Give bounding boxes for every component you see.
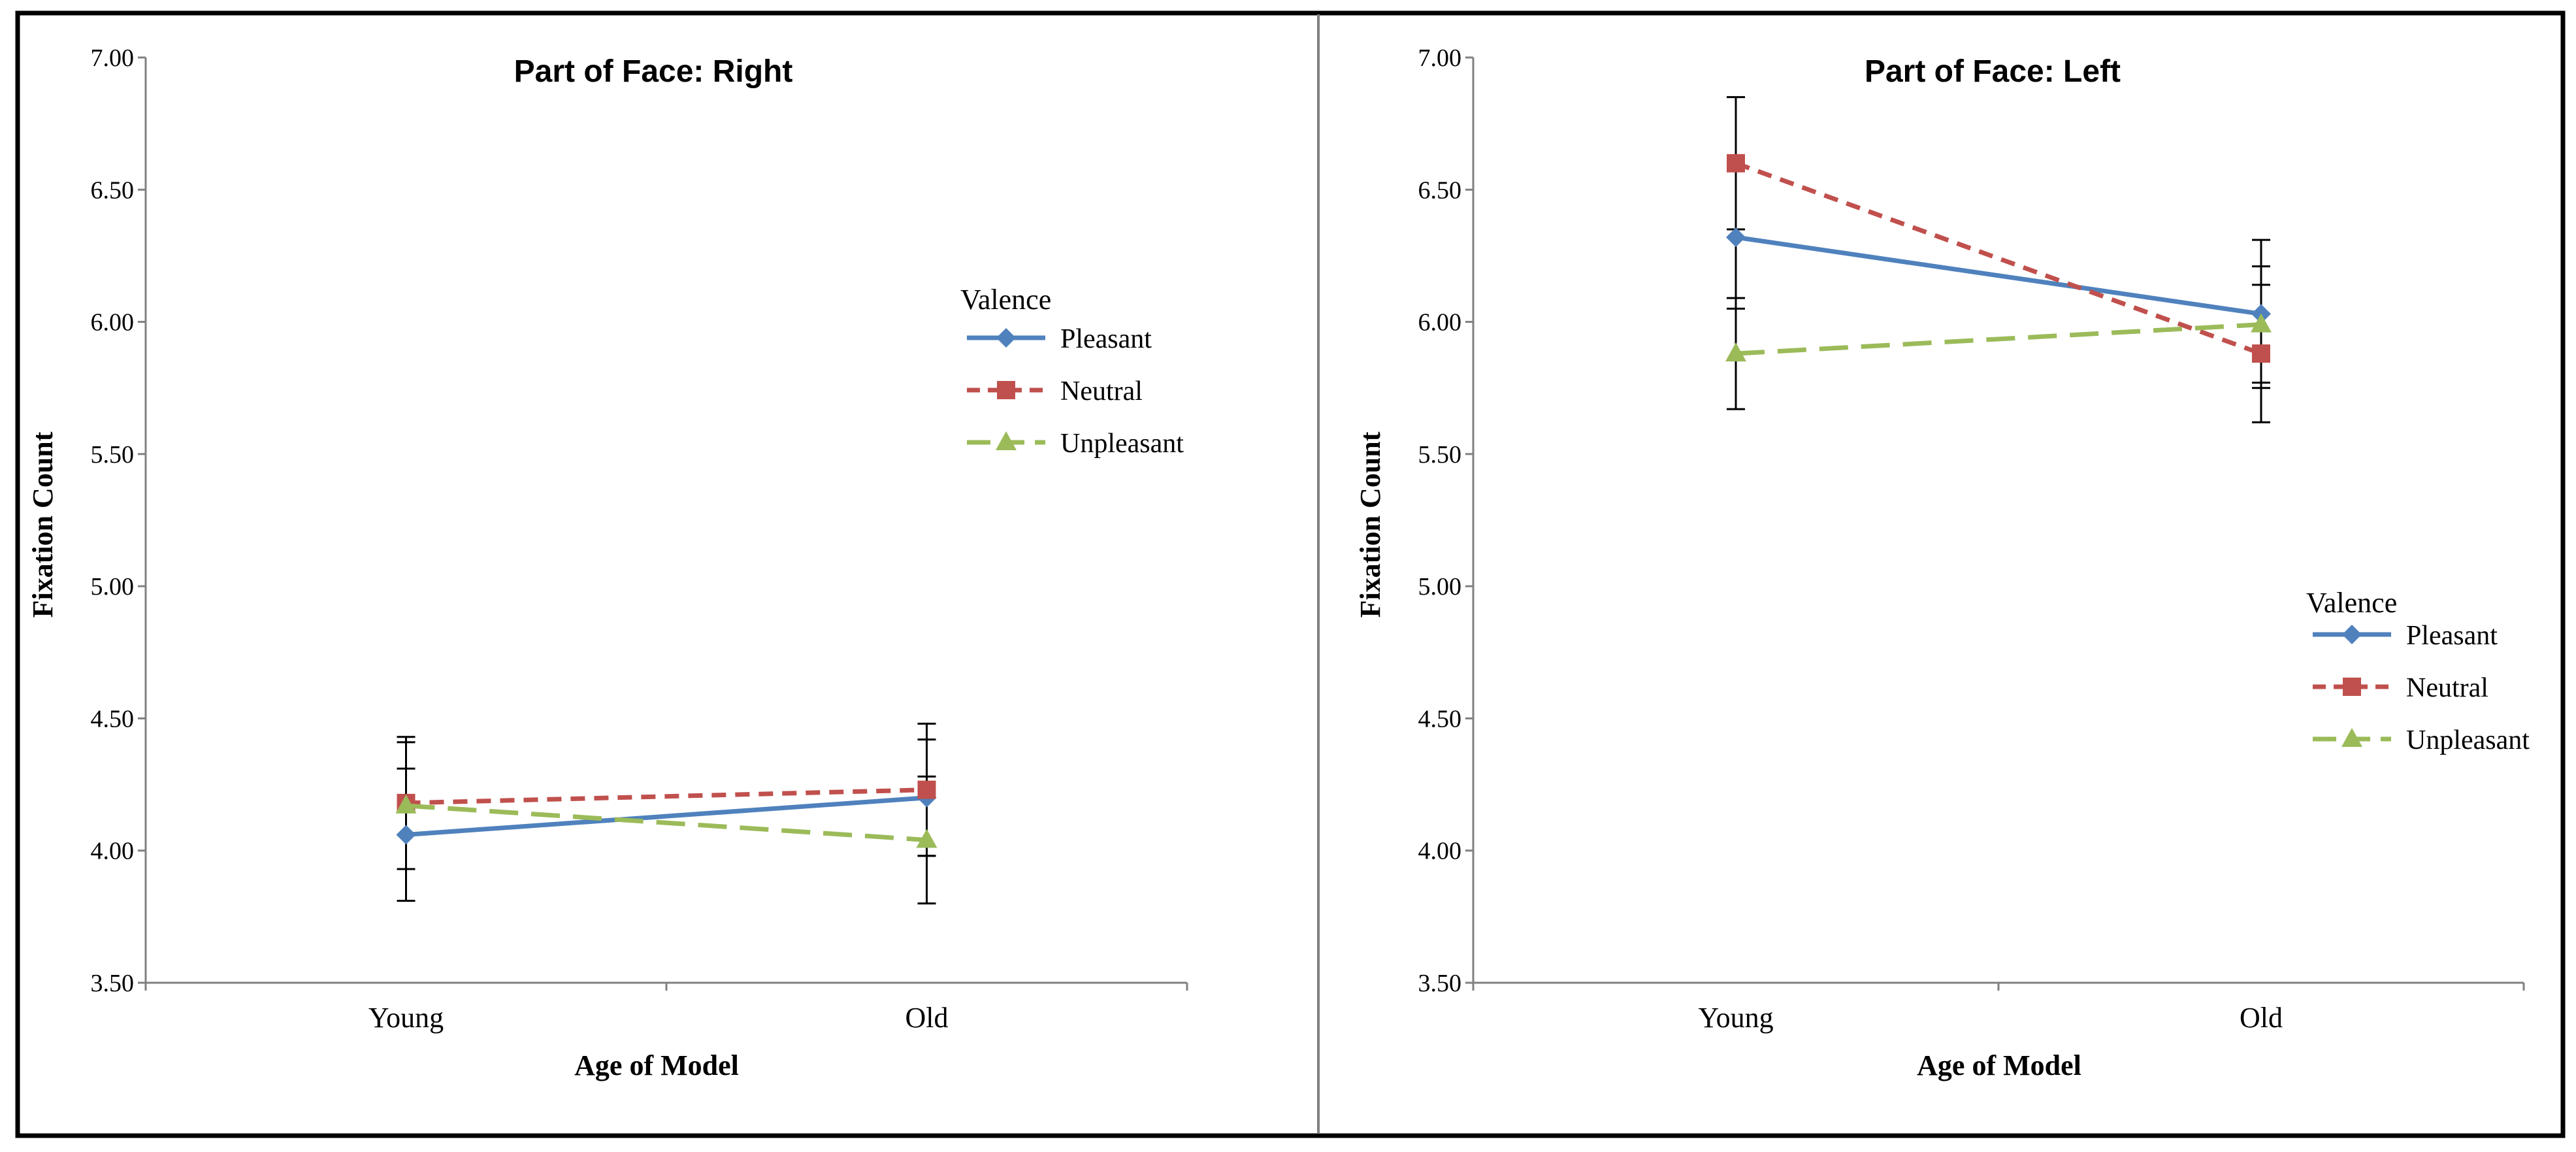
y-tick-label: 5.00 <box>1418 573 1462 601</box>
y-tick-label: 4.00 <box>91 838 135 865</box>
data-point-pleasant <box>396 825 416 845</box>
y-tick-label: 6.50 <box>91 176 135 204</box>
series-line-pleasant <box>1735 235 2262 316</box>
y-tick-label: 4.50 <box>1418 705 1462 732</box>
legend-marker-sample <box>2341 728 2362 747</box>
legend-item-unpleasant: Unpleasant <box>2406 725 2530 755</box>
x-tick-label: Young <box>368 1002 444 1034</box>
y-tick-label: 7.00 <box>91 44 135 72</box>
y-tick-label: 4.50 <box>91 705 135 732</box>
x-axis-title: Age of Model <box>574 1049 739 1081</box>
y-tick-label: 6.50 <box>1418 176 1462 204</box>
x-tick-label: Young <box>1698 1002 1773 1034</box>
legend-label: Pleasant <box>2406 621 2498 651</box>
chart-title: Part of Face: Right <box>514 54 793 89</box>
data-point-unpleasant <box>2251 313 2272 333</box>
series-line-pleasant <box>406 795 927 837</box>
legend-marker-sample <box>2343 678 2361 696</box>
y-tick-label: 3.50 <box>91 970 135 997</box>
legend-label: Neutral <box>2406 673 2488 703</box>
legend-label: Unpleasant <box>2406 725 2530 755</box>
y-tick-label: 7.00 <box>1418 44 1462 72</box>
y-tick-label: 4.00 <box>1418 838 1462 865</box>
y-tick-label: 5.50 <box>91 441 135 469</box>
legend-item-neutral: Neutral <box>1060 376 1143 406</box>
data-point-neutral <box>1727 154 1745 173</box>
x-axis-title: Age of Model <box>1917 1049 2081 1081</box>
legend-label: Neutral <box>1060 376 1143 406</box>
x-tick-label: Old <box>2240 1002 2283 1034</box>
legend-marker-sample <box>2342 625 2362 644</box>
legend-item-unpleasant: Unpleasant <box>1060 429 1184 459</box>
legend-item-pleasant: Pleasant <box>2406 621 2498 651</box>
series-line-unpleasant <box>406 803 927 843</box>
chart-panel-right-face: Part of Face: Right Fixation Count Age o… <box>27 44 1188 1081</box>
legend-label: Unpleasant <box>1060 429 1184 459</box>
data-point-pleasant <box>1726 227 1746 248</box>
y-tick-label: 6.00 <box>1418 309 1462 337</box>
legend-label: Pleasant <box>1060 324 1152 354</box>
legend-title: Valence <box>2306 587 2397 619</box>
data-point-unpleasant <box>916 829 937 848</box>
legend-marker-sample <box>996 431 1017 450</box>
legend-title: Valence <box>960 284 1051 316</box>
chart-title: Part of Face: Left <box>1865 54 2121 89</box>
legend-item-neutral: Neutral <box>2406 673 2488 703</box>
y-axis-title: Fixation Count <box>1354 431 1386 617</box>
series-line-unpleasant <box>1735 322 2262 356</box>
legend-marker-sample <box>996 328 1016 348</box>
y-tick-label: 6.00 <box>91 309 135 337</box>
series-line-neutral <box>406 787 927 806</box>
data-point-neutral <box>917 780 936 799</box>
y-tick-label: 3.50 <box>1418 970 1462 997</box>
y-axis-title: Fixation Count <box>27 431 59 617</box>
y-tick-label: 5.50 <box>1418 441 1462 469</box>
data-point-unpleasant <box>395 794 417 814</box>
figure-frame <box>15 10 2566 1138</box>
legend-item-pleasant: Pleasant <box>1060 324 1152 354</box>
x-tick-label: Old <box>905 1002 949 1034</box>
data-point-unpleasant <box>1725 342 1746 362</box>
chart-panel-left-face: Part of Face: Left Fixation Count Age of… <box>1354 44 2530 1081</box>
data-point-neutral <box>2252 344 2270 363</box>
y-tick-label: 5.00 <box>91 573 135 601</box>
legend-marker-sample <box>997 381 1015 399</box>
